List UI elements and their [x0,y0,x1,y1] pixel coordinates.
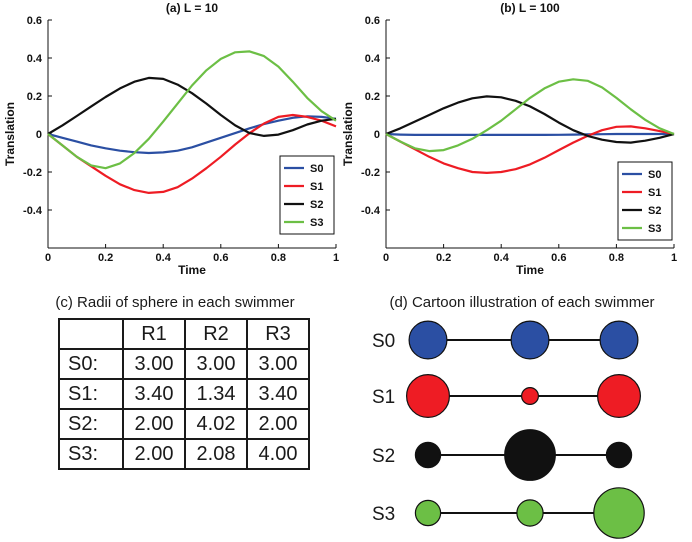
sphere-r2 [520,387,539,406]
series-line-s0 [385,132,674,136]
legend-label: S3 [310,217,323,229]
chart-title: (b) L = 100 [500,1,560,15]
sphere-r3 [596,374,641,419]
x-axis-label: Time [516,263,544,277]
x-tick-label: 0.2 [98,252,113,264]
series-line-s1 [385,125,675,174]
sphere-r1 [406,374,451,419]
radii-table: R1 R2 R3 S0: 3.00 3.00 3.00 S1: 3.40 1.3… [58,318,310,470]
y-tick-label: 0.6 [365,15,380,27]
swimmer-label: S1 [372,387,395,408]
table-row: S1: 3.40 1.34 3.40 [58,378,310,410]
x-tick-label: 0.6 [213,252,228,264]
legend-label: S0 [648,169,661,181]
swimmer-s0: S0 [372,320,639,360]
x-tick-label: 0.2 [436,252,451,264]
y-tick-label: -0.4 [361,205,381,217]
swimmer-label: S3 [372,504,395,525]
legend: S0 S1 S2 S3 [279,155,335,235]
series-line-s2 [385,95,675,144]
row-label: S0: [58,348,124,380]
column-header: R3 [246,318,310,350]
sphere-r1 [414,441,442,469]
chart-panel-b: (b) L = 100 0 0.2 0.4 0.6 0.8 1 -0.4 -0.2 0 0.2 0.4… [341,1,677,277]
table-cell: 2.00 [122,408,186,440]
x-axis-label: Time [178,263,206,277]
table-cell: 3.00 [246,348,310,380]
swimmer-label: S2 [372,446,395,467]
y-axis-label: Translation [341,102,355,166]
swimmer-s1: S1 [372,374,641,419]
column-header: R1 [122,318,186,350]
table-cell: 2.00 [246,408,310,440]
table-cell: 3.40 [122,378,186,410]
y-tick-label: 0 [36,129,42,141]
y-tick-label: -0.4 [23,205,43,217]
legend-label: S2 [310,199,323,211]
table-row: S0: 3.00 3.00 3.00 [58,348,310,380]
table-row: S3: 2.00 2.08 4.00 [58,438,310,470]
sphere-r3 [605,441,633,469]
x-tick-label: 1 [333,252,339,264]
row-label: S3: [58,438,124,470]
table-row: S2: 2.00 4.02 2.00 [58,408,310,440]
table-cell: 3.00 [122,348,186,380]
y-axis-label: Translation [3,102,17,166]
series-line-s0 [47,115,337,155]
x-tick-label: 0.8 [609,252,624,264]
cartoon-title: (d) Cartoon illustration of each swimmer [389,294,655,311]
swimmer-s2: S2 [372,429,633,481]
x-tick-label: 1 [671,252,677,264]
y-tick-label: 0.4 [365,53,381,65]
legend-label: S1 [310,181,323,193]
table-cell: 4.02 [184,408,248,440]
sphere-r3 [599,320,639,360]
column-header: R2 [184,318,248,350]
line-charts: (a) L = 10 0 0.2 0.4 0.6 0.8 1 -0.4 -0.2 0 0.2 0.4 0… [3,1,677,277]
y-tick-label: -0.2 [361,167,380,179]
series-line-s3 [47,50,337,170]
legend-label: S2 [648,205,661,217]
table-corner-cell [58,318,124,350]
series-line-s3 [385,78,675,153]
table-title: (c) Radii of sphere in each swimmer [55,294,295,311]
chart-title: (a) L = 10 [166,1,218,15]
y-tick-label: 0.2 [365,91,380,103]
row-label: S1: [58,378,124,410]
series-line-s1 [47,113,337,194]
y-tick-label: 0.2 [27,91,42,103]
chart-panel-a: (a) L = 10 0 0.2 0.4 0.6 0.8 1 -0.4 -0.2 0 0.2 0.4 0… [3,1,339,277]
table-cell: 4.00 [246,438,310,470]
legend: S0 S1 S2 S3 [617,161,673,241]
x-tick-label: 0.4 [494,252,510,264]
sphere-r2 [516,499,544,527]
x-tick-label: 0 [45,252,51,264]
row-label: S2: [58,408,124,440]
y-tick-label: 0 [374,129,380,141]
table-cell: 2.08 [184,438,248,470]
swimmer-s3: S3 [372,487,645,539]
x-tick-label: 0 [383,252,389,264]
legend-label: S1 [648,187,661,199]
x-tick-label: 0.8 [271,252,286,264]
sphere-r2 [510,320,550,360]
table-cell: 3.40 [246,378,310,410]
swimmer-label: S0 [372,331,395,352]
x-tick-label: 0.6 [551,252,566,264]
sphere-r1 [408,320,448,360]
sphere-r2 [504,429,556,481]
sphere-r1 [414,499,442,527]
series-line-s2 [47,76,337,137]
sphere-r3 [593,487,645,539]
y-tick-label: 0.4 [27,53,43,65]
y-tick-label: -0.2 [23,167,42,179]
table-cell: 2.00 [122,438,186,470]
table-header-row: R1 R2 R3 [58,318,310,350]
x-tick-label: 0.4 [156,252,172,264]
legend-label: S0 [310,163,323,175]
legend-label: S3 [648,223,661,235]
table-cell: 1.34 [184,378,248,410]
table-cell: 3.00 [184,348,248,380]
y-tick-label: 0.6 [27,15,42,27]
